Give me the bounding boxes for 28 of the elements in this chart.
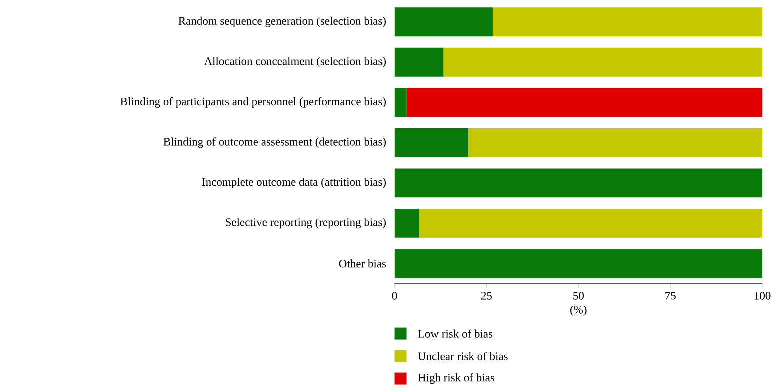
y-tick-label: Random sequence generation (selection bias) [178, 17, 386, 28]
bar [394, 128, 468, 158]
x-tick-label: 100 [754, 292, 771, 300]
bar [394, 249, 763, 278]
legend-label: High risk of bias [418, 374, 494, 384]
bar [394, 88, 407, 118]
x-tick-label: 75 [666, 292, 676, 300]
x-axis-title: (%) [570, 306, 587, 316]
y-tick-label: Other bias [339, 260, 386, 268]
legend-label: Low risk of bias [418, 330, 493, 338]
x-tick-label: 25 [481, 292, 492, 300]
bar [394, 209, 420, 238]
y-tick-label: Blinding of participants and personnel (performance bias) [120, 97, 386, 108]
legend-label: Unclear risk of bias [418, 352, 508, 360]
x-tick-label: 50 [574, 292, 584, 300]
bar [444, 48, 763, 77]
bar [394, 48, 444, 77]
y-tick-label: Incomplete outcome data (attrition bias) [202, 178, 386, 188]
bar [419, 209, 763, 238]
bar [468, 128, 763, 158]
y-tick-label: Blinding of outcome assessment (detection bias) [164, 138, 386, 148]
y-tick-label: Allocation concealment (selection bias) [204, 57, 386, 68]
bar [492, 8, 763, 37]
bar [394, 8, 493, 37]
bar [394, 168, 763, 198]
x-tick-label: 0 [392, 292, 398, 300]
bar [406, 88, 763, 118]
y-tick-label: Selective reporting (reporting bias) [226, 218, 386, 229]
